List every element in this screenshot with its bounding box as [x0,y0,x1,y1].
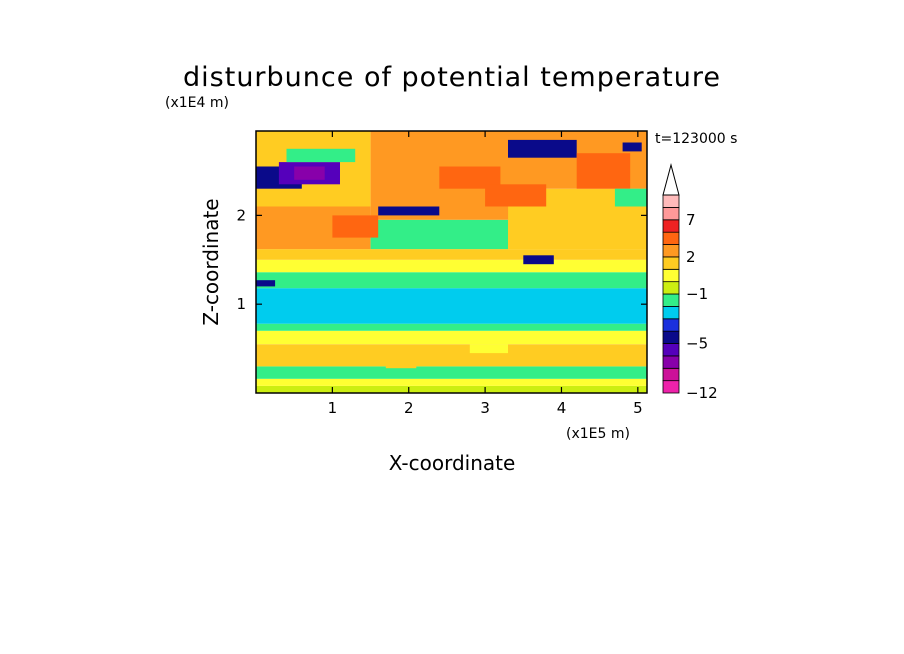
plot-area [256,131,647,393]
contour-region [469,344,508,354]
colorbar-swatch [662,367,680,382]
contour-region [256,323,647,331]
colorbar-swatch [662,343,680,357]
colorbar-swatch [662,330,680,344]
colorbar-swatch [662,194,680,208]
colorbar: −12−5−127 [662,163,718,402]
contour-region [256,366,647,379]
x-tick-label: 5 [633,399,643,417]
contour-region [286,148,356,163]
colorbar-swatch [662,355,680,369]
contour-region [256,378,647,386]
contour-region [576,153,631,189]
colorbar-swatch [662,281,680,295]
x-tick-label: 3 [480,399,490,417]
contour-region [332,215,379,238]
x-tick-label: 4 [557,399,567,417]
x-axis: 1 2 3 4 5 [328,131,643,417]
colorbar-swatch [662,318,680,332]
contour-region [378,206,440,216]
y-axis-label: Z-coordinate [199,198,223,325]
x-tick-label: 2 [404,399,414,417]
contour-region [256,272,647,289]
contour-region [256,385,647,393]
contour-region [256,288,647,324]
chart-title: disturbunce of potential temperature [183,62,721,93]
colorbar-tick-label: 2 [686,248,696,266]
contour-region [523,255,554,265]
contour-region [256,259,647,273]
colorbar-swatch [662,231,680,245]
colorbar-swatch [662,256,680,270]
y-scale-label: (x1E4 m) [165,95,229,111]
colorbar-swatch [662,244,680,258]
time-label: t=123000 s [655,131,737,147]
contour-region [370,219,509,250]
colorbar-swatch [662,380,680,394]
x-axis-label: X-coordinate [389,451,516,475]
colorbar-tick-label: −12 [686,384,718,402]
y-tick-label: 2 [236,206,246,224]
contour-region [439,166,501,189]
contour-region [508,139,577,158]
colorbar-tick-label: −5 [686,335,708,353]
plot-frame [255,130,648,394]
colorbar-tick-label: 7 [686,211,696,229]
colorbar-extend-arrow [662,163,680,196]
contour-region [256,344,647,367]
contour-region [256,330,647,345]
contour-region [294,166,325,180]
contour-region [256,249,647,260]
colorbar-swatch [662,305,680,320]
x-scale-label: (x1E5 m) [566,426,630,442]
contour-region [485,184,547,207]
contour-region [614,188,647,207]
contour-region [385,359,417,369]
colorbar-swatch [662,206,680,221]
y-axis: 12 [236,206,647,313]
colorbar-tick-label: −1 [686,285,708,303]
contour-region [622,142,642,152]
colorbar-swatch [662,293,680,307]
y-tick-label: 1 [236,295,246,313]
x-tick-label: 1 [328,399,338,417]
contour-region [256,280,276,287]
colorbar-swatch [662,219,680,233]
colorbar-swatch [662,268,680,283]
